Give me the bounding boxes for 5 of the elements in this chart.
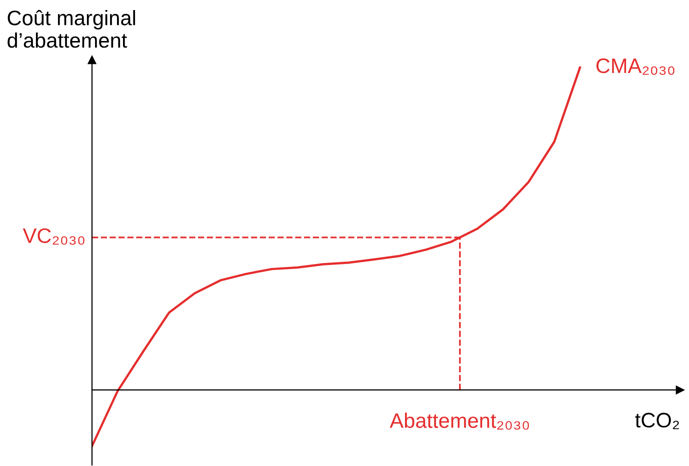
y-axis-title: Coût marginal d’abattement	[8, 10, 136, 48]
ref-line-label: VC₂₀₃₀	[22, 228, 84, 245]
annotation: Abattement₂₀₃₀	[390, 412, 529, 430]
x-axis-title: tCO₂	[635, 412, 679, 430]
series-label: CMA₂₀₃₀	[596, 58, 674, 75]
